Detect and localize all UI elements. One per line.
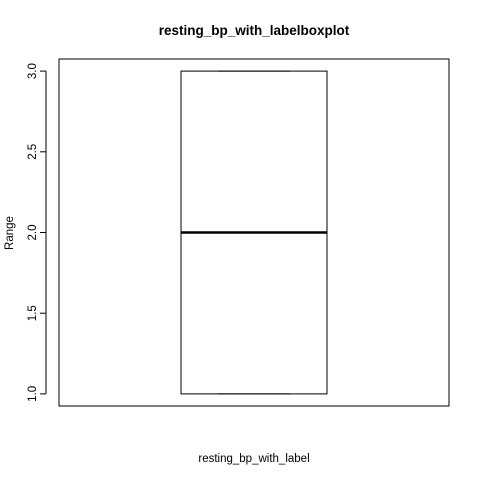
chart-title: resting_bp_with_labelboxplot [159,23,350,38]
y-axis-label: Range [4,216,16,250]
y-axis: 1.0 1.5 2.0 2.5 3.0 [27,63,47,402]
plot-frame [58,58,450,407]
y-tick-label: 2.5 [27,144,39,160]
y-tick-label: 3.0 [27,63,39,79]
x-axis-label: resting_bp_with_label [198,453,309,465]
y-tick-label: 1.0 [27,386,39,402]
box-group [180,70,328,395]
y-tick-label: 1.5 [27,305,39,321]
y-tick-label: 2.0 [27,225,39,241]
